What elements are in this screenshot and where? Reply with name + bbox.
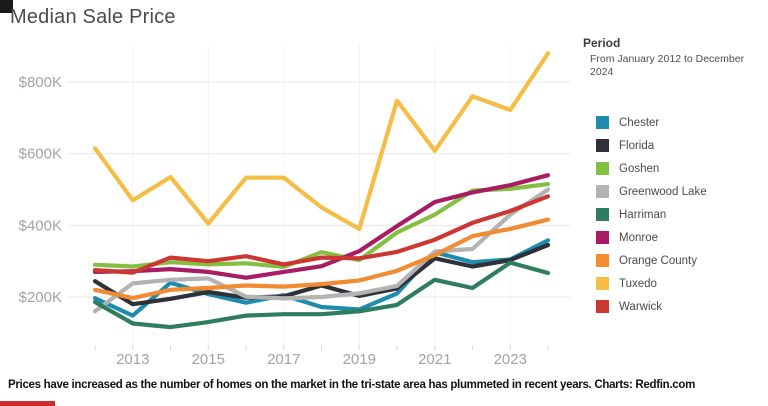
series-line-monroe	[92, 173, 551, 280]
y-axis-tick-label: $800K	[19, 74, 62, 91]
legend-item-orange-county: Orange County	[596, 249, 765, 272]
y-axis-tick-label: $200K	[19, 289, 62, 306]
period-range: From January 2012 to December 2024	[590, 53, 745, 79]
legend-label: Harriman	[619, 208, 667, 221]
period-block: Period From January 2012 to December 202…	[580, 36, 765, 79]
y-axis-tick-label: $400K	[19, 217, 62, 234]
series-line-chester	[92, 238, 551, 318]
series-line-tuxedo	[92, 51, 551, 231]
series-line-greenwood-lake	[92, 187, 551, 314]
chart-title: Median Sale Price	[10, 6, 176, 28]
x-axis-tick-label: 2017	[267, 351, 300, 368]
legend-label: Orange County	[619, 254, 697, 267]
legend-panel: Period From January 2012 to December 202…	[580, 36, 765, 318]
bottom-red-strip	[0, 401, 55, 406]
series-line-warwick	[92, 194, 551, 275]
chart-canvas: $200K $400K $600K $800K 2013 2015 2017 2019 2021…	[19, 45, 570, 368]
legend-swatch-monroe	[596, 231, 609, 245]
legend-item-tuxedo: Tuxedo	[596, 272, 765, 295]
x-axis-tick-label: 2021	[418, 351, 451, 368]
legend-swatch-tuxedo	[596, 277, 609, 291]
legend-label: Goshen	[619, 162, 660, 175]
legend-swatch-chester	[596, 116, 609, 130]
legend-item-monroe: Monroe	[596, 226, 765, 249]
x-axis-tick-label: 2015	[192, 351, 225, 368]
legend-item-warwick: Warwick	[596, 295, 765, 318]
legend-item-harriman: Harriman	[596, 203, 765, 226]
legend-item-chester: Chester	[596, 111, 765, 134]
series-line-orange-county	[92, 217, 551, 301]
y-axis-tick-label: $600K	[19, 146, 62, 163]
legend-swatch-florida	[596, 139, 609, 153]
x-axis-tick-label: 2023	[494, 351, 527, 368]
legend-label: Greenwood Lake	[619, 185, 707, 198]
legend-item-greenwood-lake: Greenwood Lake	[596, 180, 765, 203]
top-left-corner-mark	[0, 0, 13, 13]
legend-swatch-orange-county	[596, 254, 609, 268]
legend-items: Chester Florida Goshen Greenwood Lake Harrim…	[580, 111, 765, 318]
caption: Prices have increased as the number of h…	[8, 379, 696, 391]
period-label: Period	[583, 36, 621, 50]
legend-label: Warwick	[619, 300, 663, 313]
legend-label: Florida	[619, 139, 655, 152]
legend-item-goshen: Goshen	[596, 157, 765, 180]
x-axis-tick-label: 2013	[116, 351, 149, 368]
x-axis-tick-label: 2019	[343, 351, 376, 368]
legend-label: Chester	[619, 116, 660, 129]
legend-swatch-goshen	[596, 162, 609, 176]
legend-label: Monroe	[619, 231, 658, 244]
legend-swatch-harriman	[596, 208, 609, 222]
legend-swatch-warwick	[596, 300, 609, 314]
legend-swatch-greenwood-lake	[596, 185, 609, 199]
series-line-harriman	[92, 260, 551, 330]
legend-label: Tuxedo	[619, 277, 657, 290]
legend-item-florida: Florida	[596, 134, 765, 157]
